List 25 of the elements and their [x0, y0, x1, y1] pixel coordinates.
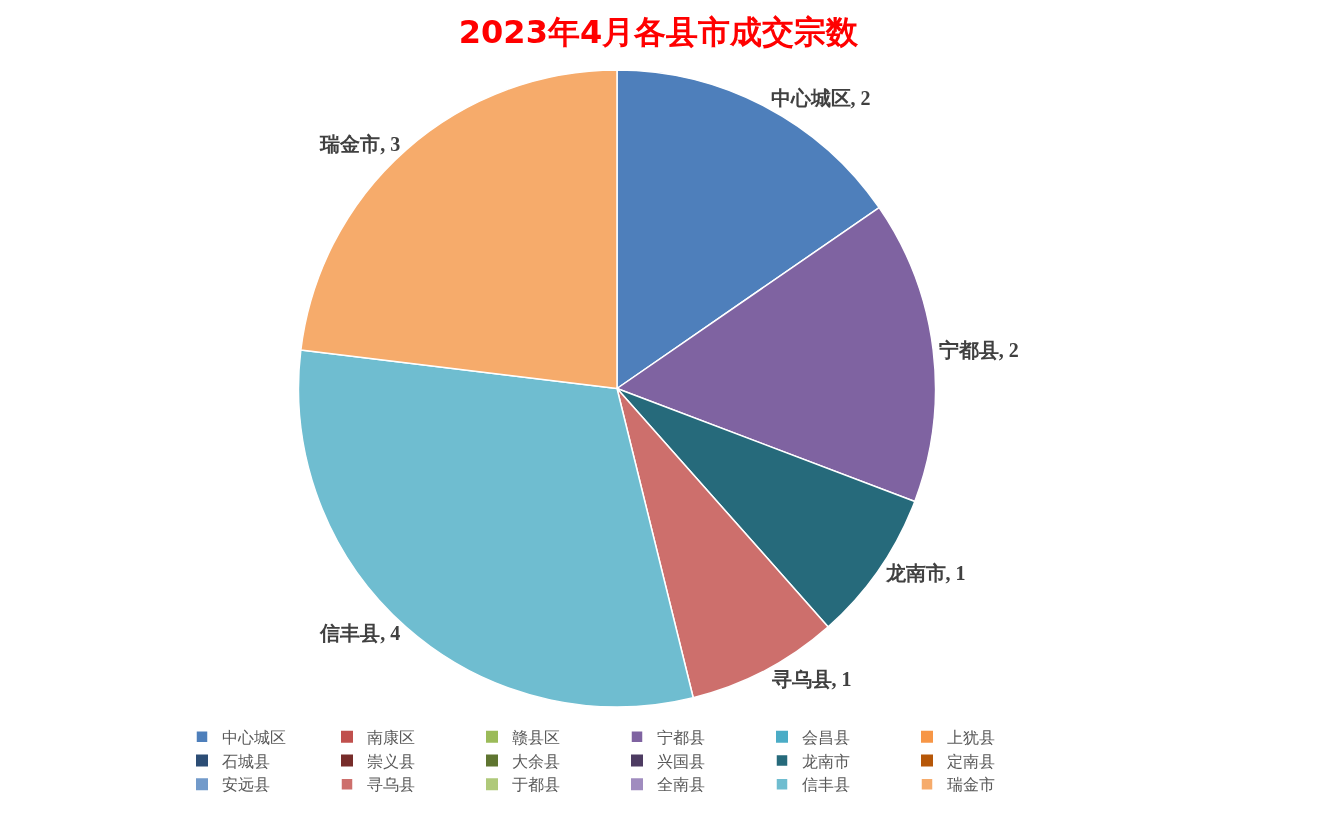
legend-label: 南康区 — [367, 728, 415, 746]
legend-label: 安远县 — [222, 776, 270, 794]
legend-label: 崇义县 — [367, 752, 415, 770]
data-label: 信丰县, 4 — [319, 622, 401, 645]
legend-label: 赣县区 — [512, 728, 560, 746]
data-label: 寻乌县, 1 — [770, 668, 852, 691]
legend-label: 信丰县 — [802, 776, 850, 794]
data-label: 瑞金市, 3 — [319, 132, 401, 155]
legend-label: 于都县 — [512, 776, 560, 794]
legend-label: 兴国县 — [657, 752, 705, 770]
legend-label: 全南县 — [657, 776, 705, 794]
legend-label: 定南县 — [947, 752, 995, 770]
data-label: 宁都县, 2 — [938, 338, 1019, 361]
legend-label: 寻乌县 — [367, 776, 415, 794]
legend-label: 上犹县 — [947, 728, 995, 746]
legend-label: 龙南市 — [802, 752, 850, 770]
legend-label: 宁都县 — [657, 728, 705, 746]
legend-label: 中心城区 — [222, 728, 286, 746]
legend-label: 大余县 — [512, 752, 560, 770]
data-label: 中心城区, 2 — [770, 86, 871, 109]
legend-label: 石城县 — [222, 752, 270, 770]
legend-label: 会昌县 — [802, 728, 850, 746]
legend-label: 瑞金市 — [947, 776, 995, 794]
chart-title: 2023年4月各县市成交宗数 — [458, 12, 860, 51]
data-label: 龙南市, 1 — [884, 561, 966, 584]
